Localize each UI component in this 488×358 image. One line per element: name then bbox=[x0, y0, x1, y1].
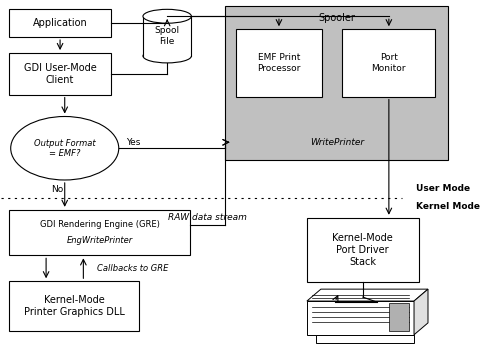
Text: Spool
File: Spool File bbox=[155, 26, 180, 46]
Text: Port
Monitor: Port Monitor bbox=[372, 53, 406, 73]
Text: User Mode: User Mode bbox=[416, 184, 470, 193]
Text: WritePrinter: WritePrinter bbox=[310, 138, 364, 147]
Ellipse shape bbox=[143, 49, 191, 63]
Polygon shape bbox=[307, 289, 428, 301]
Text: EMF Print
Processor: EMF Print Processor bbox=[257, 53, 301, 73]
Ellipse shape bbox=[143, 9, 191, 23]
Text: Kernel-Mode
Printer Graphics DLL: Kernel-Mode Printer Graphics DLL bbox=[23, 295, 124, 317]
Bar bbox=[9, 210, 190, 255]
Text: Kernel Mode: Kernel Mode bbox=[416, 202, 480, 211]
Bar bbox=[236, 29, 322, 97]
Text: EngWritePrinter: EngWritePrinter bbox=[66, 236, 133, 245]
Bar bbox=[9, 53, 111, 95]
Ellipse shape bbox=[11, 116, 119, 180]
Text: GDI User-Mode
Client: GDI User-Mode Client bbox=[24, 63, 97, 84]
Bar bbox=[307, 218, 419, 282]
Bar bbox=[143, 16, 191, 56]
Text: Application: Application bbox=[33, 18, 87, 28]
Text: Spooler: Spooler bbox=[318, 13, 355, 23]
Bar bbox=[9, 9, 111, 37]
Polygon shape bbox=[307, 301, 414, 335]
Polygon shape bbox=[316, 335, 414, 343]
Bar bbox=[342, 29, 435, 97]
Bar bbox=[9, 281, 139, 331]
Text: RAW data stream: RAW data stream bbox=[168, 213, 247, 222]
Text: Kernel-Mode
Port Driver
Stack: Kernel-Mode Port Driver Stack bbox=[332, 233, 393, 267]
Bar bbox=[225, 6, 448, 160]
Text: Callbacks to GRE: Callbacks to GRE bbox=[97, 264, 169, 273]
Text: GDI Rendering Engine (GRE): GDI Rendering Engine (GRE) bbox=[40, 220, 160, 229]
Text: No: No bbox=[51, 185, 63, 194]
Text: Output Format
= EMF?: Output Format = EMF? bbox=[34, 139, 96, 158]
Bar bbox=[389, 303, 409, 331]
Text: Yes: Yes bbox=[126, 138, 141, 147]
Polygon shape bbox=[414, 289, 428, 335]
